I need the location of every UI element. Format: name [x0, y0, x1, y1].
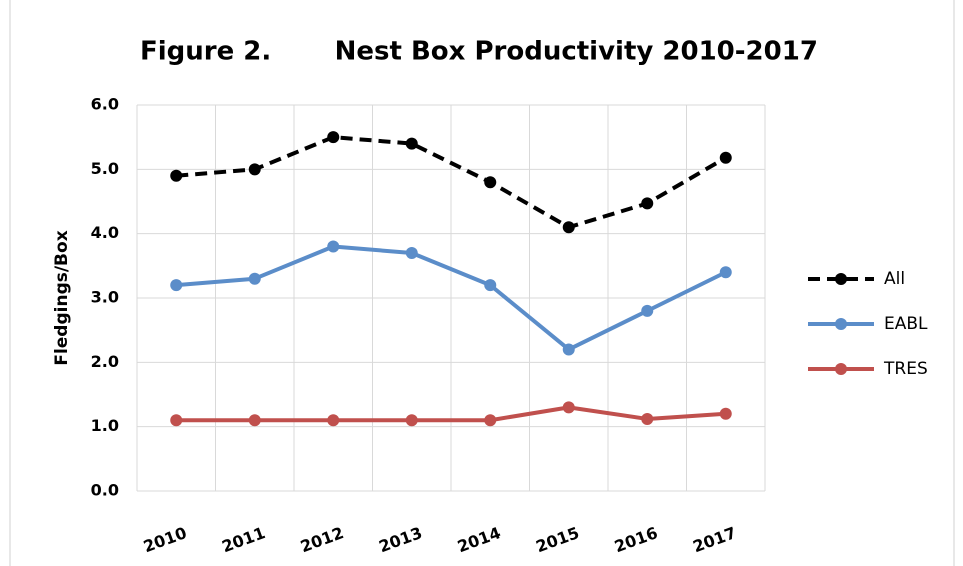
- legend-marker: [835, 363, 847, 375]
- data-point: [405, 414, 418, 427]
- data-point: [405, 246, 418, 259]
- y-tick-label: 1.0: [91, 416, 119, 435]
- data-point: [170, 169, 183, 182]
- series-line: [176, 405, 726, 423]
- data-point: [719, 151, 732, 164]
- data-point: [170, 279, 183, 292]
- data-point: [641, 197, 654, 210]
- y-tick-label: 4.0: [91, 223, 119, 242]
- data-point: [562, 343, 575, 356]
- series-line: [176, 244, 727, 352]
- data-point: [719, 266, 732, 279]
- data-point: [562, 221, 575, 234]
- data-point: [562, 401, 575, 414]
- y-tick-label: 5.0: [91, 159, 119, 178]
- data-point: [641, 412, 654, 425]
- data-point: [719, 407, 732, 420]
- series-line: [176, 135, 727, 230]
- data-point: [327, 131, 340, 144]
- data-point: [248, 414, 261, 427]
- legend-label: TRES: [883, 359, 928, 379]
- legend-marker: [835, 318, 847, 330]
- data-point: [641, 304, 654, 317]
- data-point: [484, 414, 497, 427]
- y-tick-label: 6.0: [91, 95, 119, 114]
- y-tick-label: 0.0: [91, 481, 119, 500]
- data-point: [484, 176, 497, 189]
- legend-label: All: [884, 269, 905, 289]
- chart-title: Figure 2. Nest Box Productivity 2010-201…: [140, 37, 818, 67]
- data-point: [484, 279, 497, 292]
- data-point: [327, 414, 340, 427]
- legend-label: EABL: [884, 314, 928, 334]
- y-tick-label: 2.0: [91, 352, 119, 371]
- y-axis-label: Fledgings/Box: [52, 230, 72, 365]
- y-tick-label: 3.0: [91, 288, 119, 307]
- data-point: [170, 414, 183, 427]
- data-point: [405, 137, 418, 150]
- data-point: [327, 240, 340, 253]
- legend-marker: [835, 273, 847, 285]
- data-point: [248, 163, 261, 176]
- data-point: [248, 272, 261, 285]
